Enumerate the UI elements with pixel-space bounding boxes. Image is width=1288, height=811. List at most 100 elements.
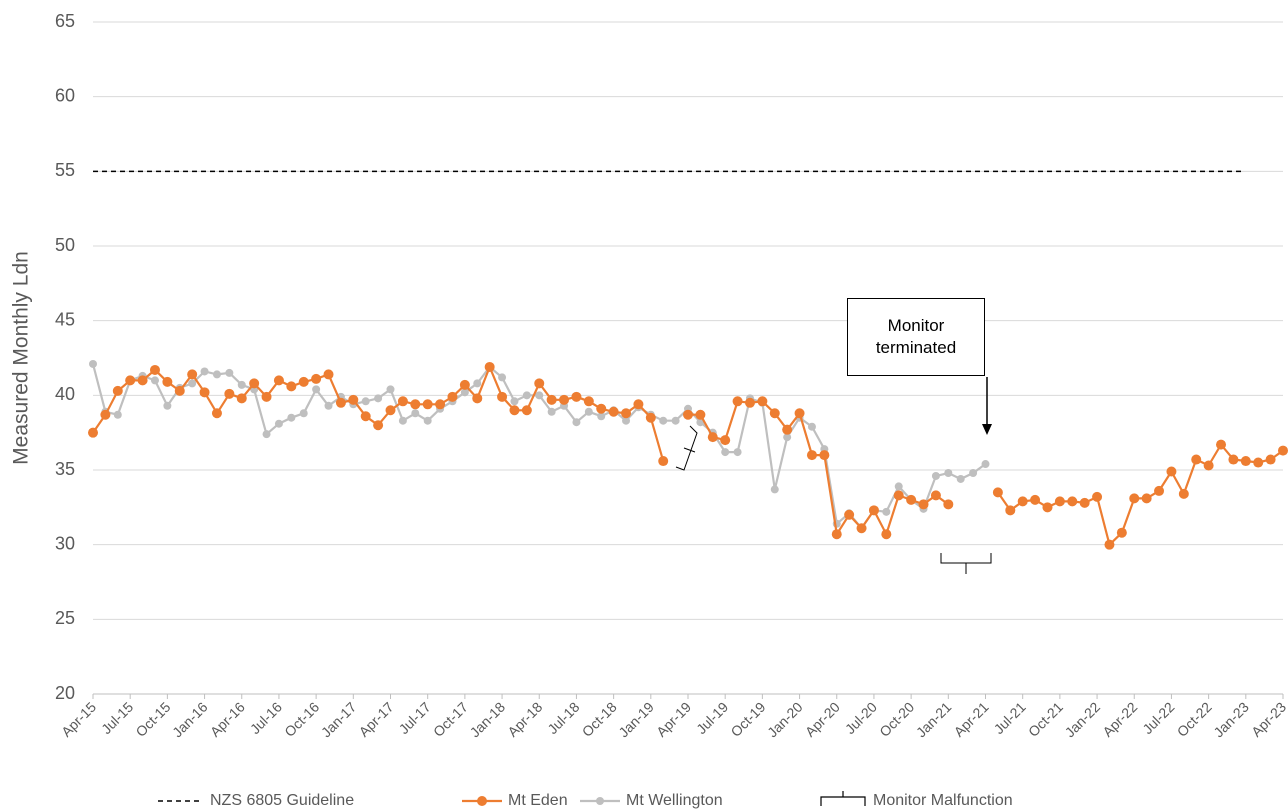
data-point bbox=[732, 396, 743, 407]
data-point bbox=[360, 411, 371, 422]
data-point bbox=[992, 487, 1003, 498]
x-tick-label: Jul-19 bbox=[693, 699, 731, 737]
x-tick-label: Oct-19 bbox=[727, 699, 768, 740]
data-point bbox=[411, 409, 420, 418]
bracket bbox=[940, 553, 992, 574]
data-point bbox=[597, 412, 606, 421]
data-point bbox=[125, 375, 136, 386]
x-tick-label: Oct-20 bbox=[876, 699, 917, 740]
data-point bbox=[844, 509, 855, 520]
data-point bbox=[794, 408, 805, 419]
data-point bbox=[906, 494, 917, 505]
data-point bbox=[1092, 491, 1103, 502]
data-point bbox=[100, 409, 111, 420]
data-point bbox=[1166, 466, 1177, 477]
data-point bbox=[274, 419, 283, 428]
data-point bbox=[187, 369, 198, 380]
data-point bbox=[868, 505, 879, 516]
data-point bbox=[497, 391, 508, 402]
x-tick-label: Apr-19 bbox=[653, 699, 694, 740]
data-point bbox=[447, 391, 458, 402]
data-point bbox=[645, 412, 656, 423]
data-point bbox=[287, 413, 296, 422]
data-point bbox=[212, 370, 221, 379]
data-point bbox=[1005, 505, 1016, 516]
data-point bbox=[671, 416, 680, 425]
data-point bbox=[584, 407, 593, 416]
y-tick-label: 40 bbox=[55, 384, 75, 404]
x-tick-label: Apr-16 bbox=[207, 699, 248, 740]
x-tick-label: Jan-20 bbox=[764, 699, 806, 741]
data-point bbox=[1104, 539, 1115, 550]
data-point bbox=[261, 391, 272, 402]
data-point bbox=[323, 369, 334, 380]
data-point bbox=[510, 397, 519, 406]
data-point bbox=[472, 393, 483, 404]
data-point bbox=[460, 388, 469, 397]
data-point bbox=[324, 401, 333, 410]
data-point bbox=[546, 394, 557, 405]
data-point bbox=[386, 385, 395, 394]
y-tick-label: 50 bbox=[55, 235, 75, 255]
data-point bbox=[831, 529, 842, 540]
data-point bbox=[385, 405, 396, 416]
x-tick-label: Apr-20 bbox=[802, 699, 843, 740]
x-tick-label: Jan-19 bbox=[615, 699, 657, 741]
data-point bbox=[1253, 457, 1264, 468]
legend-label: Monitor Malfunction bbox=[873, 792, 1013, 809]
x-tick-label: Oct-22 bbox=[1174, 699, 1215, 740]
data-point bbox=[744, 397, 755, 408]
x-tick-label: Jan-21 bbox=[913, 699, 955, 741]
data-point bbox=[373, 420, 384, 431]
data-point bbox=[522, 391, 531, 400]
bracket bbox=[675, 425, 698, 471]
data-point bbox=[769, 408, 780, 419]
data-point bbox=[88, 427, 98, 438]
data-point bbox=[89, 359, 97, 368]
data-point bbox=[918, 499, 929, 510]
data-point bbox=[473, 379, 482, 388]
y-tick-label: 60 bbox=[55, 85, 75, 105]
data-point bbox=[943, 499, 954, 510]
data-point bbox=[1265, 454, 1276, 465]
data-point bbox=[944, 468, 953, 477]
legend-label: Mt Wellington bbox=[626, 792, 723, 809]
data-point bbox=[807, 422, 816, 431]
x-tick-label: Oct-16 bbox=[281, 699, 322, 740]
data-point bbox=[162, 376, 173, 387]
data-point bbox=[856, 523, 867, 534]
data-point bbox=[509, 405, 520, 416]
x-tick-label: Jul-15 bbox=[98, 699, 136, 737]
data-point bbox=[521, 405, 532, 416]
y-tick-label: 30 bbox=[55, 533, 75, 553]
data-point bbox=[621, 408, 632, 419]
data-point bbox=[969, 468, 978, 477]
data-point bbox=[410, 399, 421, 410]
data-point bbox=[559, 394, 570, 405]
data-point bbox=[1228, 454, 1239, 465]
x-tick-label: Jan-17 bbox=[318, 699, 360, 741]
y-tick-label: 55 bbox=[55, 160, 75, 180]
y-tick-label: 25 bbox=[55, 608, 75, 628]
data-point bbox=[1278, 445, 1288, 456]
data-point bbox=[149, 364, 160, 375]
annotation: Monitor terminated bbox=[847, 298, 985, 376]
x-tick-label: Apr-18 bbox=[504, 699, 545, 740]
data-point bbox=[273, 375, 284, 386]
series-line bbox=[92, 364, 1284, 547]
data-point bbox=[188, 379, 197, 388]
data-point bbox=[397, 396, 408, 407]
data-point bbox=[783, 433, 792, 442]
data-point bbox=[721, 448, 730, 457]
x-tick-label: Apr-21 bbox=[951, 699, 992, 740]
data-point bbox=[608, 406, 619, 417]
x-tick-label: Jul-18 bbox=[544, 699, 582, 737]
data-point bbox=[981, 460, 990, 469]
y-tick-label: 35 bbox=[55, 459, 75, 479]
x-tick-label: Oct-21 bbox=[1025, 699, 1066, 740]
data-point bbox=[236, 393, 247, 404]
data-point bbox=[1042, 502, 1053, 513]
data-point bbox=[249, 378, 260, 389]
data-point bbox=[435, 399, 446, 410]
